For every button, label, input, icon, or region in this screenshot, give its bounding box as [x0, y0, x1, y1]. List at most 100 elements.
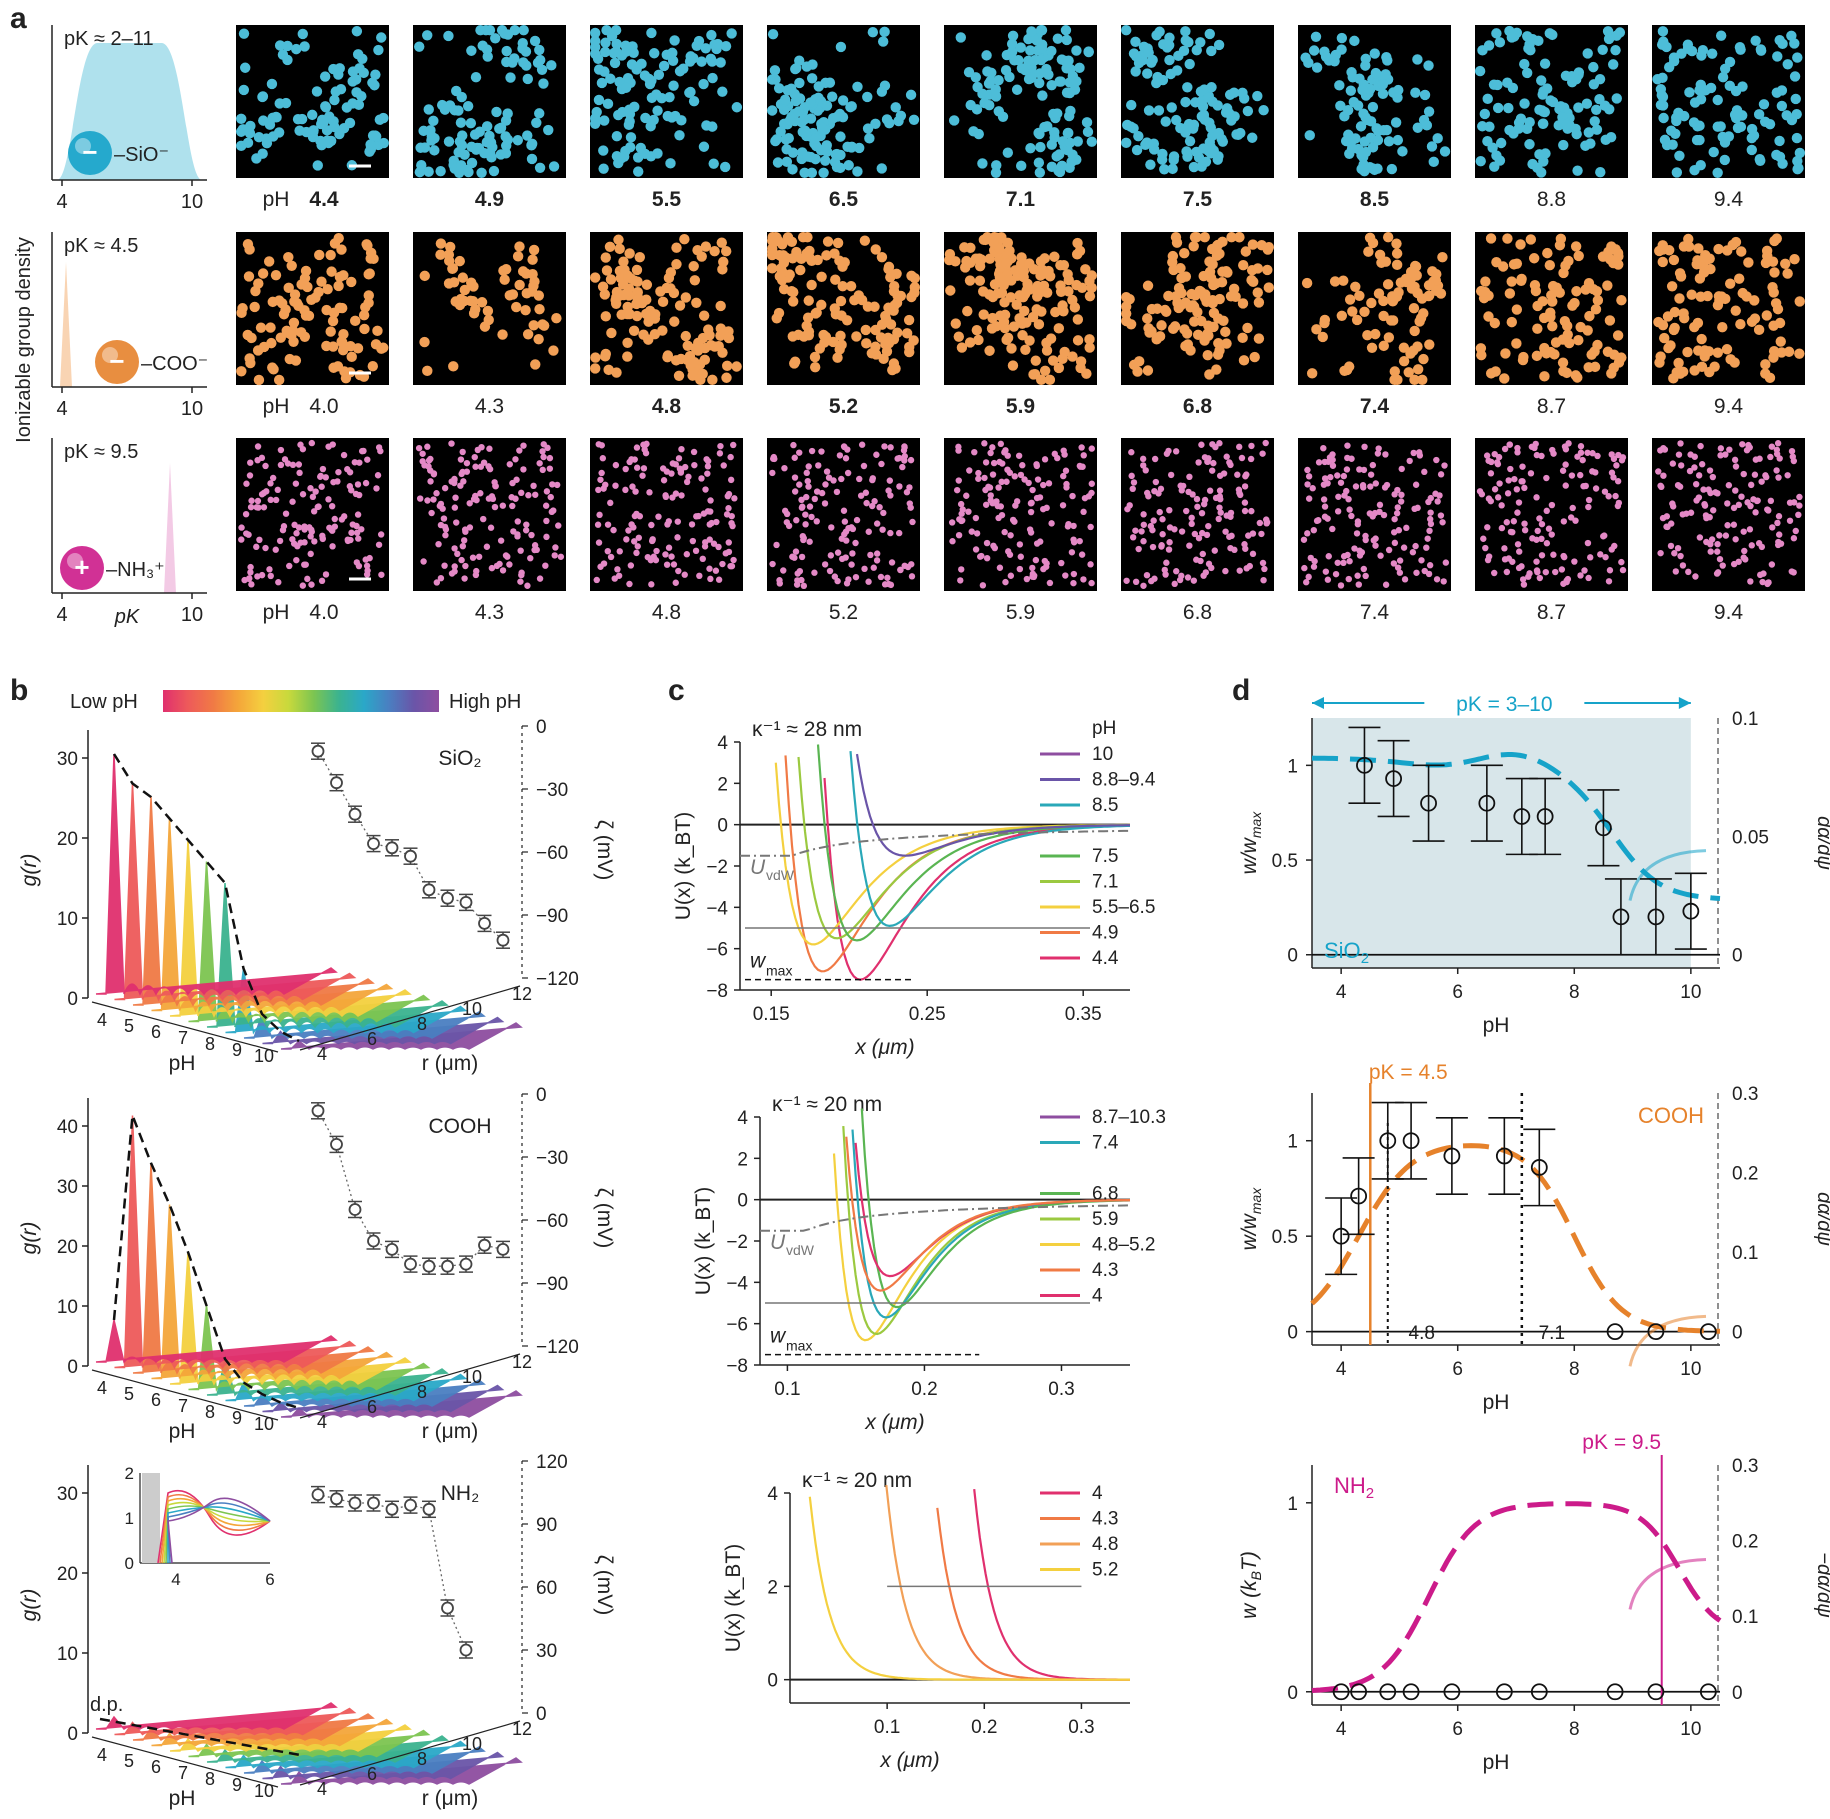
particle: [1228, 87, 1240, 98]
density-tick-label: 4: [56, 604, 67, 626]
ph-value-label: 4.0: [309, 601, 338, 624]
particle: [624, 108, 636, 120]
particle: [424, 497, 431, 504]
particle: [1714, 569, 1722, 576]
particle: [488, 493, 496, 500]
particle: [272, 546, 279, 553]
particle: [1175, 300, 1186, 311]
particle: [1583, 127, 1595, 138]
particle: [1413, 569, 1420, 576]
particle: [830, 274, 841, 285]
particle: [953, 331, 965, 342]
particle: [808, 513, 815, 521]
zeta-point: [330, 1138, 343, 1151]
particle: [688, 53, 699, 64]
particle: [822, 236, 834, 247]
particle: [1605, 132, 1617, 143]
particle: [1232, 129, 1244, 140]
particle: [1027, 500, 1035, 507]
particle: [1491, 28, 1502, 39]
particle: [425, 463, 432, 470]
particle: [1372, 135, 1384, 146]
particle: [1345, 85, 1357, 96]
particle: [1589, 468, 1596, 475]
particle: [652, 105, 663, 116]
particle: [255, 504, 262, 511]
particle: [1029, 368, 1041, 380]
particle: [1063, 110, 1075, 122]
particle: [1746, 132, 1757, 144]
particle: [260, 504, 268, 511]
d-right-tick-label: 0.3: [1732, 1456, 1758, 1477]
particle: [695, 374, 706, 385]
particle: [611, 131, 623, 142]
particle: [599, 66, 610, 77]
particle: [1382, 451, 1389, 458]
particle: [454, 255, 465, 267]
particle: [716, 450, 724, 457]
particle: [1758, 543, 1766, 551]
particle: [1301, 564, 1308, 572]
particle: [1753, 324, 1765, 336]
particle: [799, 503, 806, 510]
particle: [373, 44, 384, 56]
particle: [663, 272, 675, 284]
particle: [1144, 489, 1151, 497]
inset-tick-label: 4: [171, 1570, 180, 1589]
particle: [706, 521, 713, 528]
particle: [300, 310, 312, 321]
particle: [1165, 546, 1173, 553]
fit-curve: [1310, 1143, 1721, 1334]
particle: [321, 340, 332, 352]
particle: [1303, 579, 1310, 586]
particle: [430, 496, 437, 503]
particle: [1324, 576, 1332, 583]
particle: [1496, 480, 1503, 487]
particle: [1320, 444, 1327, 452]
particle: [533, 290, 545, 301]
particle: [1426, 141, 1438, 152]
particle: [983, 554, 991, 562]
particle: [1046, 79, 1057, 91]
zeta-axis-label: ζ (mV): [593, 1555, 616, 1616]
particle: [590, 272, 601, 283]
particle: [601, 25, 612, 36]
particle: [1767, 453, 1774, 461]
particle: [470, 495, 478, 503]
particle: [1198, 529, 1206, 537]
particle: [988, 237, 999, 248]
particle: [1211, 547, 1218, 554]
d-y-tick-label: 0: [1287, 1323, 1298, 1344]
particle: [1686, 289, 1697, 300]
particle: [1377, 552, 1384, 559]
particle: [707, 575, 714, 583]
particle: [1002, 147, 1014, 158]
zeta-point: [404, 849, 417, 863]
particle: [860, 462, 868, 470]
particle: [1582, 48, 1593, 59]
particle: [1040, 565, 1047, 573]
particle: [1072, 314, 1084, 325]
particle: [1186, 542, 1193, 549]
particle: [1184, 574, 1192, 581]
d-x-tick-label: 4: [1336, 1719, 1347, 1740]
particle: [1237, 332, 1248, 344]
particle: [524, 582, 531, 589]
particle: [1216, 277, 1228, 288]
legend-entry: 5.9: [1092, 1209, 1118, 1230]
particle: [653, 69, 665, 80]
particle: [247, 563, 254, 571]
particle: [347, 66, 359, 77]
particle: [328, 502, 336, 510]
particle: [1072, 335, 1084, 346]
particle: [516, 447, 523, 454]
particle: [377, 447, 384, 455]
particle: [1163, 290, 1174, 302]
particle: [1562, 446, 1570, 453]
particle: [1392, 134, 1404, 146]
particle: [991, 160, 1002, 171]
particle: [1706, 467, 1714, 474]
particle: [360, 302, 371, 313]
particle: [1482, 544, 1489, 552]
particle: [1485, 233, 1497, 244]
